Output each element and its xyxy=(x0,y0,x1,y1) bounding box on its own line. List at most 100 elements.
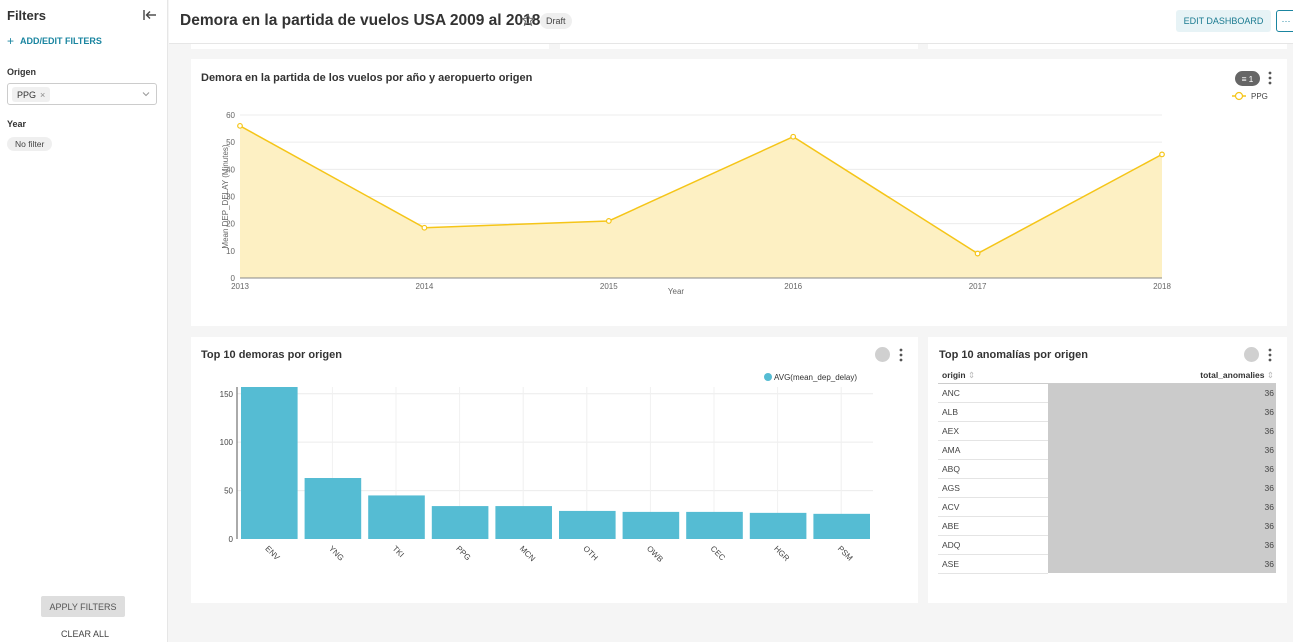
cell-origin: ABQ xyxy=(938,459,1048,479)
y-tick-label: 50 xyxy=(226,138,235,147)
filter-icon[interactable] xyxy=(1244,347,1259,362)
table-row: ADQ 36 xyxy=(938,535,1276,555)
column-header-origin[interactable]: origin ⇕ xyxy=(938,368,1048,384)
dashboard-header: Demora en la partida de vuelos USA 2009 … xyxy=(169,0,1293,44)
draft-badge[interactable]: Draft xyxy=(540,13,572,29)
y-tick-label: 40 xyxy=(226,165,235,174)
data-point[interactable] xyxy=(974,250,981,257)
clear-all-button[interactable]: CLEAR ALL xyxy=(61,629,110,639)
cell-origin: ACV xyxy=(938,497,1048,517)
cell-total-anomalies: 36 xyxy=(1048,535,1276,554)
filter-count: 1 xyxy=(1248,73,1254,84)
plus-icon: + xyxy=(7,34,15,48)
data-point[interactable] xyxy=(421,224,428,231)
cell-origin: ASE xyxy=(938,554,1048,574)
bar-tki[interactable] xyxy=(368,495,425,539)
bar-env[interactable] xyxy=(241,387,298,539)
bar-chart: 0 50 100 150 ENV YNG TKI PPG MCN OTH OWB CEC HGR PSM A… xyxy=(220,373,873,564)
line-chart-card: Demora en la partida de los vuelos por a… xyxy=(191,59,1287,326)
x-tick-label: CEC xyxy=(709,544,727,562)
y-tick-label: 0 xyxy=(229,535,234,544)
x-tick-label: PSM xyxy=(836,544,855,563)
line-chart-title: Demora en la partida de los vuelos por a… xyxy=(201,72,533,84)
table-row: ABQ 36 xyxy=(938,459,1276,479)
cell-total-anomalies: 36 xyxy=(1048,440,1276,459)
y-tick-label: 30 xyxy=(226,193,235,202)
table-row: ASE 36 xyxy=(938,554,1276,574)
x-tick-label: YNG xyxy=(327,544,346,563)
bar-yng[interactable] xyxy=(304,478,362,539)
bar-owb[interactable] xyxy=(622,511,680,539)
star-icon[interactable] xyxy=(521,13,535,27)
bar-card-menu-icon[interactable] xyxy=(898,348,904,362)
cell-total-anomalies: 36 xyxy=(1048,402,1276,421)
x-tick-label: PPG xyxy=(454,544,472,562)
apply-filters-button[interactable]: APPLY FILTERS xyxy=(41,596,125,617)
add-edit-filters-button[interactable]: + ADD/EDIT FILTERS xyxy=(7,34,102,48)
series-line-ppg xyxy=(239,125,1163,255)
cell-total-anomalies: 36 xyxy=(1048,516,1276,535)
data-point[interactable] xyxy=(790,133,797,140)
edit-dashboard-button[interactable]: EDIT DASHBOARD xyxy=(1176,10,1271,32)
sort-icon[interactable]: ⇕ xyxy=(1266,369,1274,380)
table-title: Top 10 anomalías por origen xyxy=(939,349,1088,361)
cell-origin: ANC xyxy=(938,383,1048,403)
cell-origin: ALB xyxy=(938,402,1048,422)
y-tick-label: 100 xyxy=(220,438,234,447)
data-point[interactable] xyxy=(237,122,243,129)
remove-tag-icon[interactable]: × xyxy=(40,89,46,100)
data-point[interactable] xyxy=(605,218,612,224)
card-edge-middle xyxy=(560,44,918,49)
bar-chart-card: Top 10 demoras por origen 0 50 100 150 ENV YN… xyxy=(191,337,918,603)
cell-total-anomalies: 36 xyxy=(1048,383,1276,402)
bar-hgr[interactable] xyxy=(749,512,807,539)
x-tick-label: 2015 xyxy=(600,282,618,291)
card-edge-left xyxy=(191,44,549,49)
table-row: ABE 36 xyxy=(938,516,1276,536)
applied-filters-badge[interactable]: ≡ 1 xyxy=(1235,71,1260,86)
table-row: ANC 36 xyxy=(938,383,1276,403)
table-card-menu-icon[interactable] xyxy=(1267,348,1273,362)
y-tick-label: 50 xyxy=(224,487,233,496)
cell-total-anomalies: 36 xyxy=(1048,497,1276,516)
legend-marker[interactable] xyxy=(764,373,772,381)
bar-psm[interactable] xyxy=(813,513,870,539)
data-point[interactable] xyxy=(1159,151,1165,158)
add-edit-filters-label: ADD/EDIT FILTERS xyxy=(20,36,102,46)
sort-icon[interactable]: ⇕ xyxy=(967,369,976,380)
filter-icon[interactable] xyxy=(875,347,890,362)
legend-marker[interactable] xyxy=(1234,91,1244,101)
x-tick-label: 2018 xyxy=(1153,282,1171,291)
card-edge-right xyxy=(928,44,1287,49)
cell-total-anomalies: 36 xyxy=(1048,554,1276,573)
column-header-total[interactable]: total_anomalies ⇕ xyxy=(1048,368,1276,384)
x-tick-label: ENV xyxy=(263,544,281,562)
origen-selected-tag: PPG × xyxy=(12,87,51,102)
year-filter-value[interactable]: No filter xyxy=(7,137,53,151)
x-tick-label: OTH xyxy=(581,544,599,562)
more-options-button[interactable]: ··· xyxy=(1276,10,1293,32)
line-chart: 0 10 20 30 40 50 60 2013 2014 2015 2016 2017 2018 Yea… xyxy=(221,91,1268,296)
bar-ppg[interactable] xyxy=(431,506,489,539)
table-row: AGS 36 xyxy=(938,478,1276,498)
y-tick-label: 20 xyxy=(226,220,235,229)
cell-total-anomalies: 36 xyxy=(1048,459,1276,478)
filter-icon: ≡ xyxy=(1241,73,1247,84)
bar-mcn[interactable] xyxy=(495,506,552,539)
table-row: AMA 36 xyxy=(938,440,1276,460)
origen-filter-select[interactable]: PPG × xyxy=(7,83,157,105)
cell-total-anomalies: 36 xyxy=(1048,421,1276,440)
x-tick-label: TKI xyxy=(391,544,406,559)
column-origin-label: origin xyxy=(942,369,966,380)
origen-filter-label: Origen xyxy=(7,67,37,77)
cell-origin: AGS xyxy=(938,478,1048,498)
collapse-sidebar-icon[interactable] xyxy=(142,7,158,23)
cell-origin: ABE xyxy=(938,516,1048,536)
origen-tag-label: PPG xyxy=(17,89,37,100)
line-card-menu-icon[interactable] xyxy=(1267,71,1273,85)
bar-cec[interactable] xyxy=(686,511,743,539)
bar-oth[interactable] xyxy=(559,510,616,539)
table-row: AEX 36 xyxy=(938,421,1276,441)
table-header-row: origin ⇕ total_anomalies ⇕ xyxy=(938,368,1276,384)
chevron-down-icon[interactable] xyxy=(141,89,151,99)
